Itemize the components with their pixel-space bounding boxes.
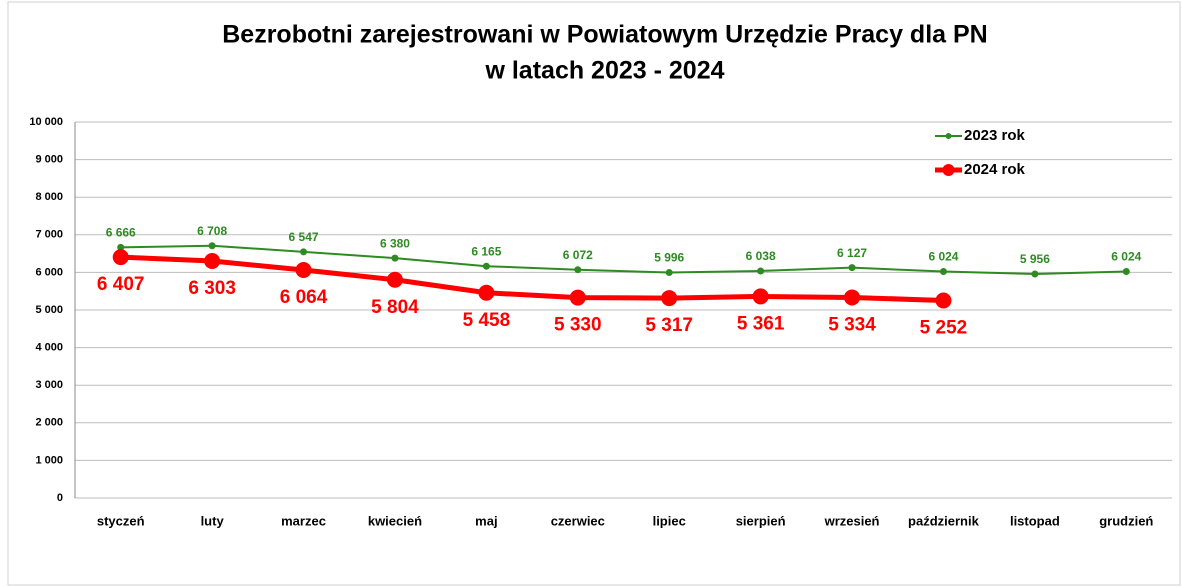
series-line bbox=[120, 254, 944, 304]
x-tick-label: listopad bbox=[1010, 513, 1060, 528]
data-point bbox=[482, 262, 490, 270]
data-label: 5 252 bbox=[920, 318, 968, 339]
data-point bbox=[295, 261, 312, 278]
series-line bbox=[120, 244, 1127, 276]
data-label: 5 317 bbox=[645, 315, 693, 336]
data-label: 6 380 bbox=[380, 236, 410, 250]
x-tick-label: czerwiec bbox=[551, 513, 605, 528]
data-point bbox=[208, 242, 216, 250]
data-label: 6 303 bbox=[188, 278, 236, 299]
data-label: 6 038 bbox=[746, 249, 776, 263]
x-tick-label: luty bbox=[201, 513, 225, 528]
y-tick-label: 2 000 bbox=[35, 417, 63, 429]
data-point bbox=[757, 267, 765, 275]
data-point bbox=[935, 292, 952, 309]
x-tick-label: wrzesień bbox=[824, 513, 880, 528]
x-tick-label: sierpień bbox=[736, 513, 786, 528]
legend-label: 2024 rok bbox=[964, 161, 1026, 178]
data-point bbox=[112, 249, 129, 266]
y-tick-label: 10 000 bbox=[29, 116, 63, 128]
data-label: 6 407 bbox=[97, 274, 145, 295]
chart-frame bbox=[7, 1, 1181, 586]
data-point bbox=[569, 289, 586, 306]
data-point bbox=[665, 269, 673, 277]
x-tick-label: październik bbox=[908, 513, 980, 528]
x-tick-label: maj bbox=[475, 513, 497, 528]
y-tick-label: 3 000 bbox=[35, 379, 63, 391]
chart-title: Bezrobotni zarejestrowani w Powiatowym U… bbox=[222, 21, 987, 49]
data-label: 5 956 bbox=[1020, 252, 1050, 266]
data-label: 6 064 bbox=[280, 287, 328, 308]
data-label: 5 361 bbox=[737, 313, 785, 334]
x-tick-label: grudzień bbox=[1099, 513, 1153, 528]
y-tick-label: 4 000 bbox=[35, 342, 63, 354]
legend-label: 2023 rok bbox=[964, 127, 1026, 144]
y-tick-label: 8 000 bbox=[35, 191, 63, 203]
x-tick-label: styczeń bbox=[97, 513, 145, 528]
data-point bbox=[478, 284, 495, 301]
y-tick-label: 6 000 bbox=[35, 266, 63, 278]
data-label: 6 024 bbox=[1111, 250, 1141, 264]
data-point bbox=[386, 271, 403, 288]
data-label: 5 996 bbox=[654, 251, 684, 265]
data-point bbox=[300, 248, 308, 256]
data-point bbox=[391, 254, 399, 262]
x-tick-label: lipiec bbox=[653, 513, 686, 528]
y-tick-label: 5 000 bbox=[35, 304, 63, 316]
data-point bbox=[117, 243, 125, 251]
data-point bbox=[574, 266, 582, 274]
data-point bbox=[752, 288, 769, 305]
data-label: 5 458 bbox=[463, 310, 511, 331]
chart-title: w latach 2023 - 2024 bbox=[484, 57, 724, 85]
data-point bbox=[1122, 267, 1130, 275]
data-point bbox=[661, 290, 678, 307]
legend-marker bbox=[945, 133, 952, 139]
y-tick-label: 7 000 bbox=[35, 229, 63, 241]
data-label: 5 330 bbox=[554, 315, 602, 336]
data-label: 6 127 bbox=[837, 246, 867, 260]
data-point bbox=[1031, 270, 1039, 278]
data-label: 6 165 bbox=[471, 244, 501, 258]
x-tick-label: kwiecień bbox=[368, 513, 422, 528]
legend-marker bbox=[942, 164, 955, 176]
x-tick-label: marzec bbox=[281, 513, 326, 528]
data-point bbox=[939, 267, 947, 275]
data-label: 6 024 bbox=[928, 250, 958, 264]
y-tick-label: 0 bbox=[57, 492, 63, 504]
data-point bbox=[844, 289, 861, 306]
y-tick-label: 9 000 bbox=[35, 154, 63, 166]
data-label: 6 666 bbox=[106, 226, 136, 240]
data-point bbox=[204, 253, 221, 270]
data-label: 6 708 bbox=[197, 224, 227, 238]
data-point bbox=[848, 264, 856, 272]
data-label: 5 804 bbox=[371, 297, 419, 318]
data-label: 6 072 bbox=[563, 248, 593, 262]
y-tick-label: 1 000 bbox=[35, 454, 63, 466]
data-label: 6 547 bbox=[289, 230, 319, 244]
data-label: 5 334 bbox=[828, 314, 876, 335]
